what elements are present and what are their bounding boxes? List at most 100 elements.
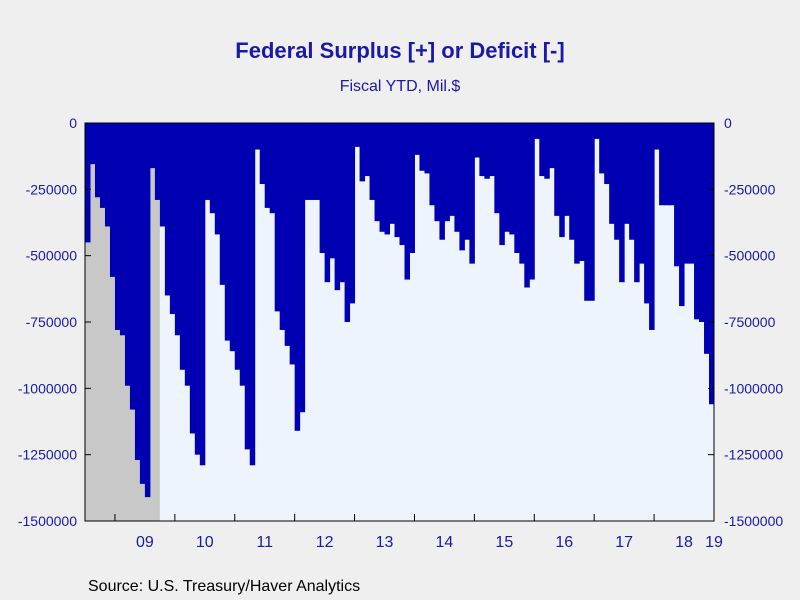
- x-tick-label: 09: [136, 534, 154, 551]
- data-bar: [389, 123, 396, 224]
- x-tick-label: 19: [705, 534, 723, 551]
- y-tick-label-left: -500000: [26, 248, 78, 264]
- data-bar: [384, 123, 391, 235]
- data-bar: [514, 123, 520, 254]
- data-bar: [589, 123, 595, 301]
- y-tick-label-right: -500000: [724, 248, 776, 264]
- data-bar: [189, 123, 196, 434]
- data-bar: [149, 123, 156, 169]
- x-tick-label: 17: [615, 534, 633, 551]
- data-bar: [379, 123, 386, 232]
- data-bar: [594, 123, 600, 139]
- data-bar: [424, 123, 430, 174]
- data-bar: [124, 123, 131, 386]
- data-bar: [709, 123, 715, 405]
- x-tick-label: 13: [376, 534, 394, 551]
- data-bar: [109, 123, 116, 277]
- data-bar: [689, 123, 695, 264]
- y-tick-label-right: 0: [724, 115, 732, 131]
- data-bar: [159, 123, 166, 227]
- x-tick-label: 16: [555, 534, 573, 551]
- data-bar: [254, 123, 261, 150]
- y-tick-label-right: -250000: [724, 181, 776, 197]
- data-bar: [404, 123, 410, 280]
- data-bar: [624, 123, 630, 224]
- data-bar: [544, 123, 550, 179]
- x-tick-label: 10: [196, 534, 214, 551]
- data-bar: [409, 123, 415, 254]
- data-bar: [429, 123, 435, 206]
- data-bar: [674, 123, 680, 267]
- data-bar: [474, 123, 480, 158]
- data-bar: [489, 123, 495, 177]
- data-bar: [699, 123, 705, 322]
- data-bar: [629, 123, 635, 240]
- y-tick-label-left: -1000000: [18, 380, 77, 396]
- data-bar: [184, 123, 191, 386]
- data-bar: [259, 123, 266, 185]
- data-bar: [214, 123, 221, 235]
- data-bar: [209, 123, 216, 214]
- y-tick-label-left: 0: [69, 115, 77, 131]
- data-bar: [304, 123, 311, 200]
- data-bar: [694, 123, 700, 320]
- data-bar: [649, 123, 655, 330]
- data-bar: [499, 123, 505, 246]
- source-note: Source: U.S. Treasury/Haver Analytics: [88, 578, 361, 595]
- data-bar: [399, 123, 405, 246]
- data-bar: [349, 123, 356, 304]
- data-bar: [134, 123, 141, 460]
- data-bar: [534, 123, 540, 139]
- data-bar: [249, 123, 256, 466]
- data-bar: [199, 123, 206, 466]
- data-bar: [654, 123, 660, 150]
- data-bar: [299, 123, 306, 413]
- y-tick-label-right: -1000000: [724, 380, 783, 396]
- data-bar: [104, 123, 111, 227]
- data-bar: [439, 123, 445, 240]
- data-bar: [314, 123, 321, 200]
- data-bar: [504, 123, 510, 232]
- data-bar: [144, 123, 151, 498]
- data-bar: [659, 123, 665, 206]
- data-bar: [519, 123, 525, 264]
- data-bar: [599, 123, 605, 174]
- data-bar: [354, 123, 361, 147]
- data-bar: [164, 123, 171, 296]
- data-bar: [569, 123, 575, 240]
- data-bar: [334, 123, 341, 291]
- data-bar: [179, 123, 186, 370]
- x-tick-label: 15: [495, 534, 513, 551]
- data-bar: [99, 123, 106, 208]
- data-bar: [634, 123, 640, 283]
- data-bar: [639, 123, 645, 264]
- data-bar: [339, 123, 346, 283]
- data-bar: [554, 123, 560, 216]
- data-bar: [85, 123, 91, 243]
- data-bar: [484, 123, 490, 179]
- data-bar: [464, 123, 470, 240]
- data-bar: [614, 123, 620, 240]
- data-bar: [319, 123, 326, 254]
- data-bar: [579, 123, 585, 261]
- data-bar: [679, 123, 685, 307]
- data-bar: [324, 123, 331, 283]
- data-bar: [609, 123, 615, 224]
- data-bar: [359, 123, 366, 182]
- data-bar: [619, 123, 625, 283]
- data-bar: [664, 123, 670, 206]
- data-bar: [344, 123, 351, 322]
- data-bar: [444, 123, 450, 222]
- data-bar: [394, 123, 400, 238]
- data-bar: [449, 123, 455, 216]
- data-bar: [219, 123, 226, 285]
- data-bar: [114, 123, 121, 330]
- data-bar: [454, 123, 460, 232]
- data-bar: [194, 123, 201, 455]
- y-tick-label-right: -1250000: [724, 447, 783, 463]
- data-bar: [549, 123, 555, 169]
- x-tick-label: 11: [256, 534, 273, 551]
- data-bar: [494, 123, 500, 214]
- data-bar: [414, 123, 420, 155]
